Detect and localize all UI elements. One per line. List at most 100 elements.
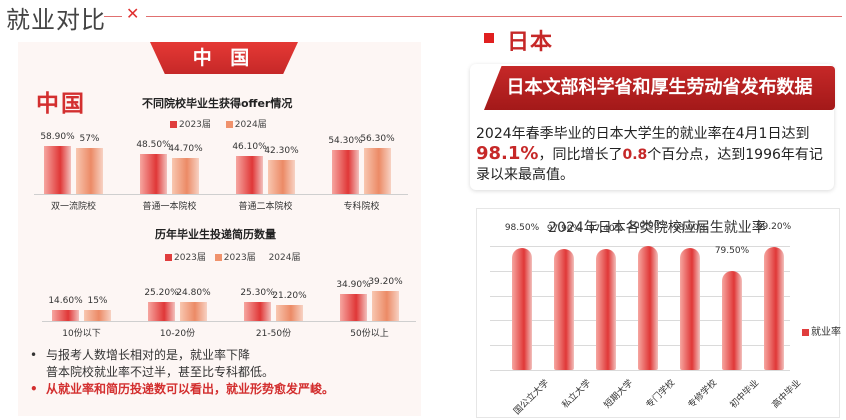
gridline: [490, 370, 790, 371]
category-label: 10份以下: [62, 329, 101, 339]
japan-chart-title: 2024年日本各类院校应届生就业率: [548, 220, 766, 236]
category-label: 21-50份: [255, 329, 292, 339]
category-label: 10-20份: [159, 329, 196, 339]
china-panel: [18, 42, 421, 416]
bullet-dot: •: [30, 348, 38, 362]
bar: [236, 156, 263, 194]
data-label: 21.20%: [272, 290, 307, 301]
data-label: 48.50%: [136, 140, 171, 151]
bar: [332, 149, 359, 194]
data-label: 97.90%: [546, 223, 582, 234]
resume-chart-legend: 2023届 2023届 2024届: [165, 250, 300, 263]
bar: [680, 248, 700, 370]
x-axis-line: [42, 321, 416, 322]
bar: [596, 249, 616, 370]
data-label: 98.00%: [672, 223, 708, 234]
bar: [172, 157, 199, 194]
category-label: 专科院校: [343, 202, 380, 212]
legend-swatch-2023: [170, 121, 177, 128]
gridline: [490, 246, 790, 247]
bar: [364, 148, 391, 194]
legend-label: 2023届: [174, 253, 206, 263]
china-header: 中 国: [150, 42, 298, 74]
data-label: 99.20%: [756, 221, 792, 232]
bar: [638, 246, 658, 370]
data-label: 100.00%: [628, 221, 669, 231]
china-label: 中国: [36, 91, 86, 117]
bar: [76, 147, 103, 194]
japan-label: 日本: [507, 30, 554, 55]
page-title: 就业对比: [6, 6, 106, 34]
title-rule-left: [104, 16, 122, 17]
bullet-text: 从就业率和简历投递数可以看出，就业形势愈发严峻。: [46, 382, 335, 396]
legend-item-2024: 2024届: [225, 120, 267, 130]
data-label: 25.20%: [144, 287, 179, 298]
x-axis-line: [34, 194, 408, 195]
data-label: 15%: [87, 295, 108, 306]
offer-chart-legend: 2023届 2024届: [170, 117, 267, 130]
summary-growth: 0.8: [622, 147, 648, 163]
bullet-dot: •: [30, 382, 38, 396]
legend-item-2023b: 2023届: [214, 253, 256, 263]
data-label: 54.30%: [328, 135, 363, 146]
data-label: 14.60%: [48, 295, 83, 306]
legend-label: 就业率: [811, 327, 841, 338]
japan-summary: 2024年春季毕业的日本大学生的就业率在4月1日达到98.1%，同比增长了0.8…: [476, 124, 832, 185]
legend-swatch-2023: [165, 254, 172, 261]
bar: [276, 304, 303, 321]
bullet-item: • 与报考人数增长相对的是，就业率下降: [30, 347, 334, 364]
summary-rate: 98.1%: [476, 143, 539, 164]
legend-swatch-2024: [225, 121, 233, 128]
japan-marker-icon: [484, 33, 494, 43]
legend-label: 2023届: [179, 120, 211, 130]
bar: [268, 159, 295, 194]
bar: [140, 154, 167, 194]
bar: [148, 301, 175, 321]
bullet-text: 普本院校就业率不过半，甚至比专科都低。: [46, 365, 275, 379]
bar: [512, 247, 532, 370]
data-label: 44.70%: [168, 143, 203, 154]
japan-header: 日本文部科学省和厚生劳动省发布数据: [484, 66, 835, 110]
legend-item-2023: 2023届: [170, 120, 211, 130]
bullet-text: 与报考人数增长相对的是，就业率下降: [46, 348, 251, 362]
legend-swatch-2023b: [214, 254, 222, 261]
data-label: 46.10%: [232, 142, 267, 153]
data-label: 58.90%: [40, 132, 75, 142]
bar: [372, 291, 399, 321]
data-label: 42.30%: [264, 145, 299, 156]
legend-item-2023: 2023届: [165, 253, 206, 263]
summary-text: 个百分点，达到1996年有记录以来最高值。: [476, 147, 823, 183]
category-label: 普通二本院校: [238, 202, 293, 212]
category-label: 双一流院校: [50, 202, 96, 212]
bar: [52, 309, 79, 321]
legend-swatch-rate: [802, 328, 809, 336]
data-label: 79.50%: [714, 246, 750, 257]
china-bullets: • 与报考人数增长相对的是，就业率下降 普本院校就业率不过半，甚至比专科都低。 •…: [30, 347, 334, 398]
bar: [180, 302, 207, 321]
legend-label: 2023届: [223, 253, 256, 263]
data-label: 57%: [79, 133, 100, 144]
data-label: 97.40%: [588, 224, 624, 235]
legend-label: 2024届: [234, 120, 267, 130]
data-label: 98.50%: [504, 222, 540, 233]
category-label: 普通一本院校: [142, 202, 197, 212]
data-label: 39.20%: [368, 277, 403, 287]
bar: [722, 271, 742, 370]
data-label: 34.90%: [336, 280, 371, 291]
japan-chart-legend: 就业率: [802, 323, 841, 338]
category-label: 50份以上: [350, 329, 389, 339]
legend-item-2024: 2024届: [269, 253, 301, 263]
bar: [244, 301, 271, 321]
bar: [340, 294, 367, 321]
data-label: 56.30%: [360, 134, 395, 145]
data-label: 24.80%: [176, 288, 211, 299]
resume-chart-title: 历年毕业生投递简历数量: [155, 228, 276, 241]
bar: [554, 248, 574, 370]
title-rule-right: [146, 16, 842, 17]
summary-text: ，同比增长了: [538, 147, 623, 163]
offer-chart-title: 不同院校毕业生获得offer情况: [142, 97, 293, 110]
close-mark-icon: ✕: [126, 4, 140, 23]
summary-text: 2024年春季毕业的日本大学生的就业率在4月1日达到: [476, 126, 810, 142]
bar: [84, 309, 111, 321]
bar: [44, 146, 71, 194]
